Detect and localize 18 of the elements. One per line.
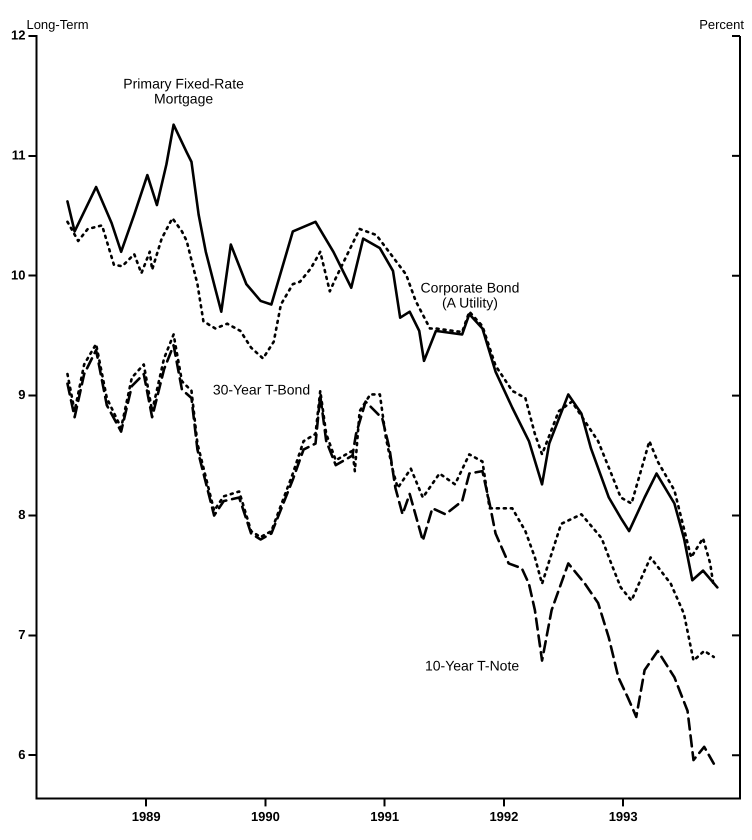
y-tick-label: 6: [18, 746, 26, 762]
x-tick-label: 1989: [132, 808, 161, 824]
x-tick-label: 1991: [370, 808, 400, 824]
y-tick-label: 7: [18, 626, 26, 642]
y-tick-label: 9: [18, 387, 26, 402]
x-tick-label: 1990: [250, 808, 280, 824]
y-tick-label: 12: [10, 28, 26, 43]
series-label: Corporate Bond (A Utility): [420, 279, 520, 310]
series-label: 30-Year T-Bond: [212, 382, 310, 398]
y-tick-label: 11: [12, 147, 26, 162]
chart-title: Long-Term: [26, 17, 89, 32]
x-tick-label: 1993: [608, 808, 638, 824]
x-tick-label: 1992: [489, 808, 518, 824]
y-tick-label: 10: [10, 267, 26, 282]
series-label: 10-Year T-Note: [424, 657, 520, 674]
text: Primary Fixed-Rate Mortgage: [123, 76, 244, 107]
y-axis-title: Percent: [699, 17, 744, 32]
y-tick-label: 8: [18, 507, 26, 522]
